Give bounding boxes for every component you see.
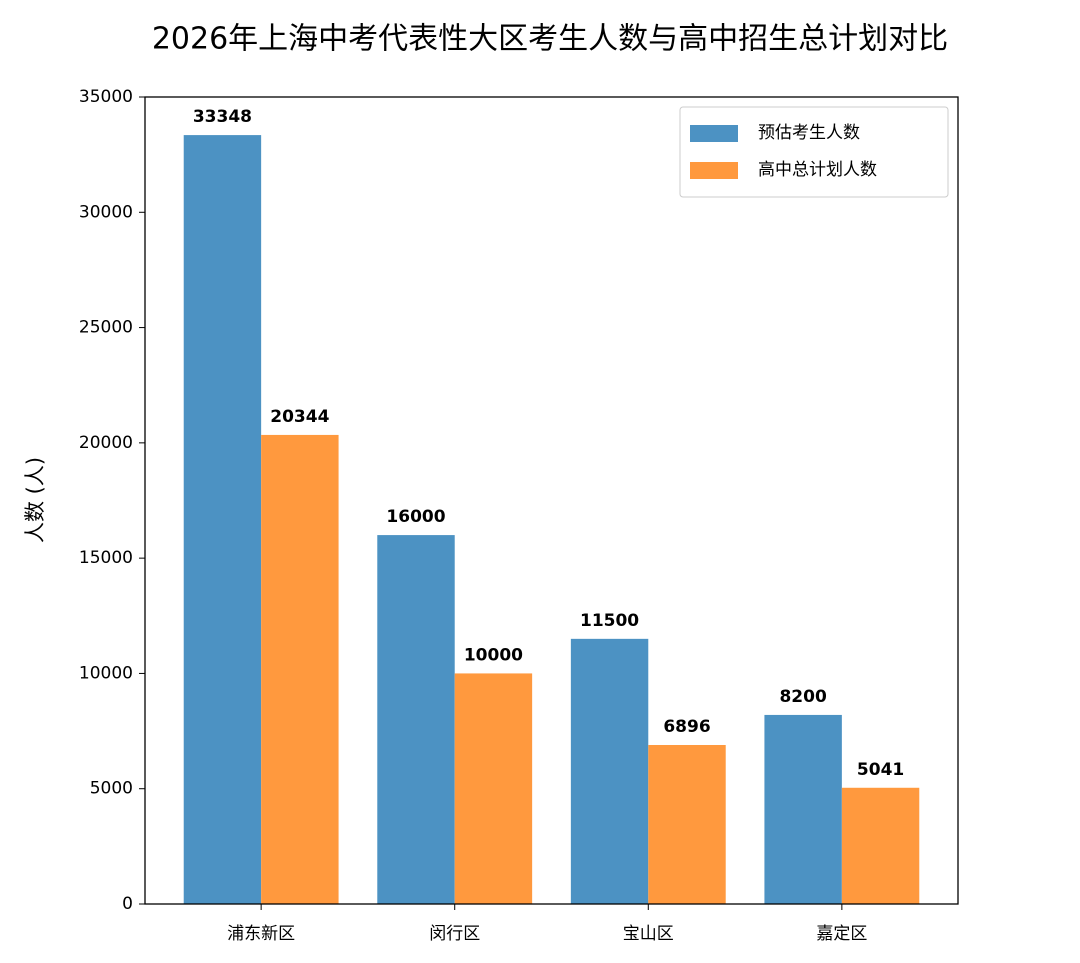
y-tick-label: 15000 bbox=[79, 548, 133, 568]
value-label: 6896 bbox=[663, 717, 710, 737]
plot-frame bbox=[144, 96, 959, 905]
bar bbox=[377, 535, 455, 904]
legend-label: 预估考生人数 bbox=[758, 123, 860, 143]
value-label: 8200 bbox=[779, 687, 826, 707]
bar bbox=[648, 744, 726, 904]
y-tick-label: 20000 bbox=[79, 433, 133, 453]
bar bbox=[183, 135, 262, 904]
bar bbox=[570, 638, 649, 904]
value-label: 10000 bbox=[464, 645, 523, 665]
bar bbox=[454, 673, 533, 904]
y-axis-label: 人数 (人) bbox=[23, 457, 47, 543]
x-tick-label: 宝山区 bbox=[623, 924, 674, 944]
legend-swatch bbox=[690, 125, 738, 142]
value-label: 33348 bbox=[193, 107, 252, 127]
value-label: 16000 bbox=[386, 507, 445, 527]
value-label: 11500 bbox=[580, 611, 639, 631]
legend-swatch bbox=[690, 162, 738, 179]
y-tick-label: 0 bbox=[122, 894, 133, 914]
bar bbox=[764, 714, 842, 904]
legend-box bbox=[679, 106, 949, 198]
value-label: 20344 bbox=[270, 407, 329, 427]
bar bbox=[261, 434, 339, 904]
y-tick-label: 35000 bbox=[79, 87, 133, 107]
x-tick-label: 闵行区 bbox=[429, 924, 480, 944]
chart-title: 2026年上海中考代表性大区考生人数与高中招生总计划对比 bbox=[152, 22, 948, 57]
y-tick-label: 5000 bbox=[90, 779, 133, 799]
x-tick-label: 嘉定区 bbox=[816, 924, 867, 944]
legend-label: 高中总计划人数 bbox=[758, 160, 877, 180]
y-tick-label: 25000 bbox=[79, 318, 133, 338]
y-tick-label: 30000 bbox=[79, 202, 133, 222]
value-label: 5041 bbox=[857, 760, 904, 780]
bar bbox=[841, 787, 920, 904]
y-tick-label: 10000 bbox=[79, 663, 133, 683]
x-tick-label: 浦东新区 bbox=[227, 924, 295, 944]
